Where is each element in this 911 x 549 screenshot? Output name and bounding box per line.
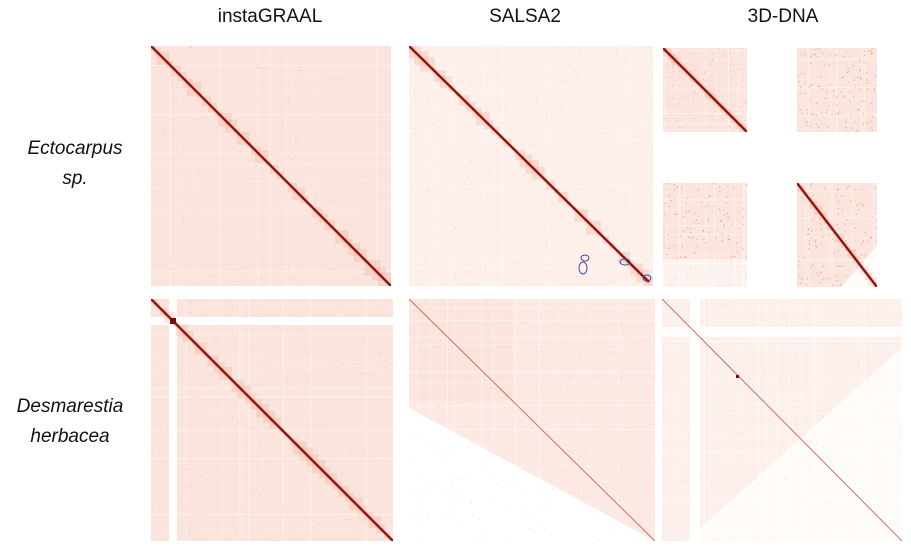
- contact-map-svg: [151, 46, 391, 286]
- contact-map-svg: [797, 183, 877, 287]
- contact-map-svg: [151, 299, 393, 541]
- column-title-3d-dna: 3D-DNA: [747, 6, 819, 27]
- contact-map-desmarestia-3ddna: [662, 299, 902, 541]
- contact-map-ectocarpus-3ddna-bottom-right: [797, 183, 877, 287]
- row-label-ectocarpus: Ectocarpus sp.: [10, 134, 140, 194]
- row-label-desmarestia-line2: herbacea: [30, 426, 110, 447]
- contact-map-desmarestia-instagraal: [151, 299, 393, 541]
- contact-map-ectocarpus-salsa2: [409, 46, 653, 286]
- contact-map-svg: [409, 299, 655, 541]
- row-label-ectocarpus-line2: sp.: [62, 168, 88, 189]
- contact-map-ectocarpus-3ddna-top-right: [797, 48, 877, 132]
- contact-map-svg: [663, 183, 747, 287]
- column-title-instagraal: instaGRAAL: [217, 6, 323, 27]
- row-label-desmarestia: Desmarestia herbacea: [5, 392, 135, 452]
- row-label-ectocarpus-line1: Ectocarpus: [27, 138, 123, 159]
- contact-map-ectocarpus-instagraal: [151, 46, 391, 286]
- row-label-desmarestia-line1: Desmarestia: [16, 396, 124, 417]
- column-title-salsa2: SALSA2: [489, 6, 561, 27]
- contact-map-ectocarpus-3ddna-bottom-left: [663, 183, 747, 287]
- contact-map-svg: [409, 46, 653, 286]
- contact-map-desmarestia-salsa2: [409, 299, 655, 541]
- contact-map-svg: [797, 48, 877, 132]
- contact-map-svg: [662, 299, 902, 541]
- contact-map-ectocarpus-3ddna-top-left: [663, 48, 747, 132]
- contact-map-svg: [663, 48, 747, 132]
